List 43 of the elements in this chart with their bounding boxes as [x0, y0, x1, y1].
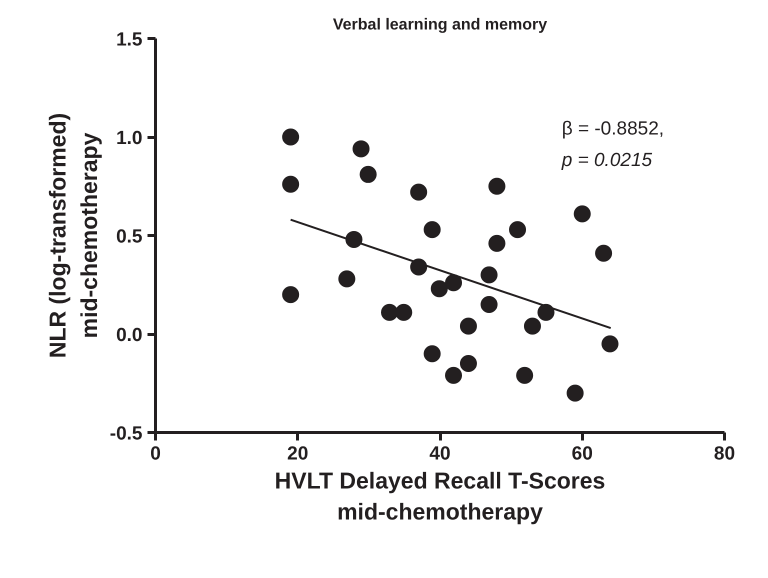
- point: [430, 280, 448, 298]
- point: [282, 128, 300, 146]
- y-tick-label: 0.0: [116, 325, 143, 346]
- x-axis-title: HVLT Delayed Recall T-Scores mid-chemotherapy: [274, 468, 606, 525]
- annotation: p = 0.0215: [560, 150, 653, 172]
- point: [381, 304, 398, 321]
- point: [566, 384, 584, 402]
- point: [601, 335, 618, 352]
- point: [524, 318, 541, 335]
- x-tick-label: 0: [150, 444, 161, 464]
- point: [410, 184, 428, 201]
- point: [282, 176, 300, 193]
- point: [424, 221, 441, 238]
- point: [488, 178, 506, 195]
- point: [445, 366, 462, 384]
- point: [488, 234, 506, 252]
- y-tick-label: 1.0: [116, 128, 143, 149]
- x-tick-label: 60: [572, 444, 593, 464]
- point: [574, 205, 591, 222]
- y-tick-label: -0.5: [110, 424, 143, 444]
- point: [352, 140, 370, 158]
- point: [282, 286, 300, 304]
- point: [460, 355, 477, 372]
- point: [516, 366, 534, 384]
- x-tick-label: 40: [429, 444, 451, 464]
- point: [480, 266, 498, 284]
- point: [460, 318, 477, 335]
- y-tick-label: 0.5: [116, 226, 143, 248]
- point: [395, 304, 412, 321]
- x-tick-label: 20: [287, 444, 308, 464]
- point: [480, 296, 498, 313]
- chart-title: Verbal learning and memory: [332, 16, 548, 34]
- y-axis-title: NLR (log-transformed) mid-chemotherapy: [44, 112, 102, 358]
- point: [537, 304, 554, 321]
- annotation: β = -0.8852,: [562, 118, 664, 140]
- x-tick-label: 80: [714, 444, 736, 464]
- point: [509, 221, 526, 238]
- point: [424, 345, 441, 362]
- point: [595, 244, 612, 262]
- point: [445, 274, 462, 292]
- point: [338, 270, 356, 288]
- y-tick-label: 1.5: [116, 30, 143, 50]
- point: [360, 166, 377, 183]
